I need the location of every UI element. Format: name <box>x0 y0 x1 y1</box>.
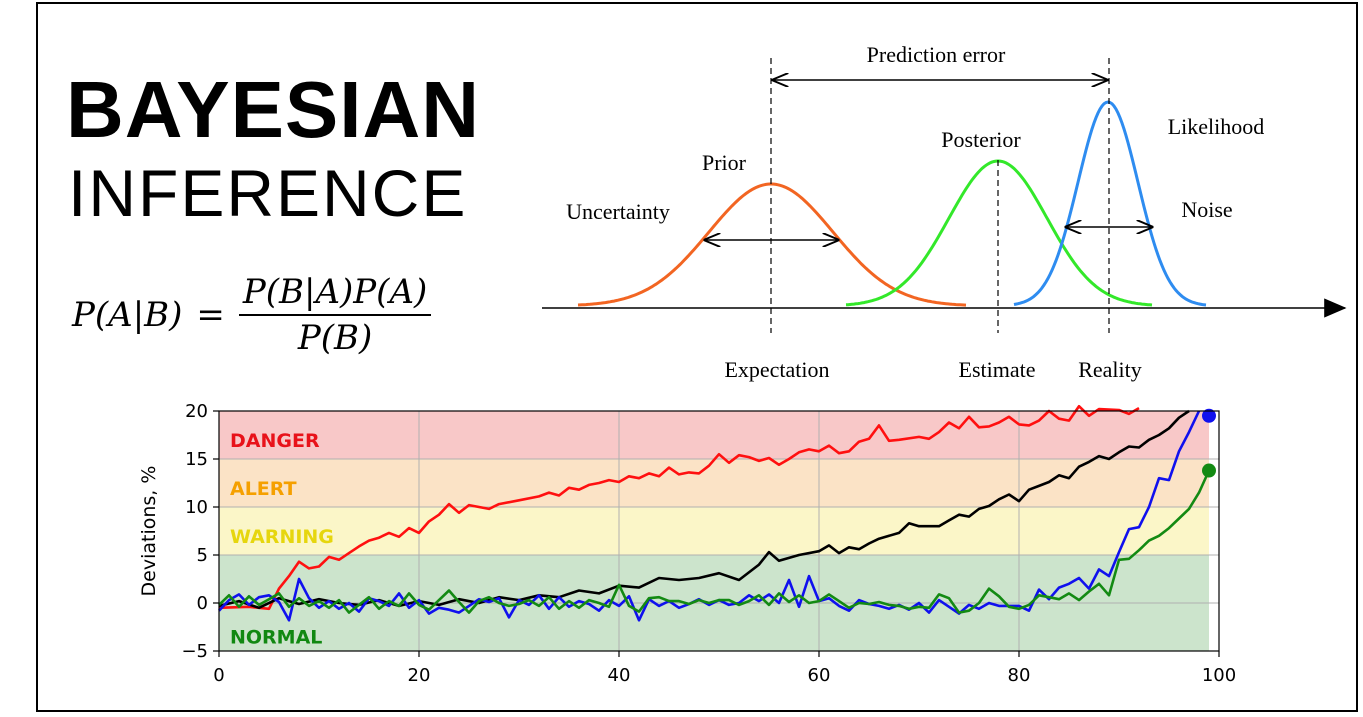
zone-band-danger <box>219 411 1209 459</box>
estimate-label: Estimate <box>959 357 1036 382</box>
prior-label: Prior <box>702 150 747 175</box>
zone-label-warning: WARNING <box>230 526 334 548</box>
bayes-formula: P(A|B) = P(B|A)P(A) P(B) <box>72 272 432 358</box>
y-tick-label: 10 <box>185 497 208 518</box>
y-tick-label: −5 <box>181 641 208 662</box>
uncertainty-label: Uncertainty <box>566 199 670 224</box>
zone-band-alert <box>219 459 1209 507</box>
formula-fraction: P(B|A)P(A) P(B) <box>238 272 432 358</box>
title-sub: INFERENCE <box>68 156 468 230</box>
zone-bands <box>219 411 1209 651</box>
formula-equals: = <box>196 295 225 335</box>
y-tick-label: 20 <box>185 401 208 422</box>
zone-label-alert: ALERT <box>230 478 297 500</box>
x-tick-label: 20 <box>408 665 431 686</box>
y-tick-label: 5 <box>197 545 208 566</box>
x-tick-label: 0 <box>213 665 224 686</box>
x-tick-label: 100 <box>1202 665 1236 686</box>
zone-label-normal: NORMAL <box>230 627 322 649</box>
series-line-blue <box>218 410 1201 622</box>
x-tick-label: 60 <box>808 665 831 686</box>
reality-label: Reality <box>1078 357 1142 382</box>
prediction-error-label: Prediction error <box>867 42 1006 67</box>
series-line-black <box>218 409 1190 610</box>
likelihood-label: Likelihood <box>1168 114 1265 139</box>
formula-lhs: P(A|B) <box>72 295 183 335</box>
end-markers <box>1202 408 1216 478</box>
y-tick-label: 0 <box>197 593 208 614</box>
zone-labels: DANGER ALERT WARNING NORMAL <box>230 430 334 649</box>
posterior-label: Posterior <box>941 127 1021 152</box>
prior-curve <box>577 182 967 307</box>
posterior-curve <box>845 159 1153 307</box>
title-main: BAYESIAN <box>66 65 481 154</box>
zone-label-danger: DANGER <box>230 430 320 452</box>
y-axis-label: Deviations, % <box>138 466 160 597</box>
formula-denominator: P(B) <box>297 318 373 358</box>
series-line-green <box>218 469 1211 614</box>
figure-frame <box>36 2 1358 712</box>
x-tick-label: 40 <box>608 665 631 686</box>
end-marker-green <box>1202 463 1216 478</box>
x-tick-label: 80 <box>1008 665 1031 686</box>
plot-border <box>218 410 1220 652</box>
likelihood-curve <box>1013 100 1207 307</box>
formula-numerator: P(B|A)P(A) <box>238 272 432 316</box>
expectation-label: Expectation <box>724 357 829 382</box>
noise-label: Noise <box>1181 197 1232 222</box>
y-tick-label: 15 <box>185 449 208 470</box>
zone-band-warning <box>219 507 1209 555</box>
end-marker-blue <box>1202 408 1216 423</box>
series-lines <box>218 404 1211 622</box>
series-line-red <box>218 404 1140 611</box>
